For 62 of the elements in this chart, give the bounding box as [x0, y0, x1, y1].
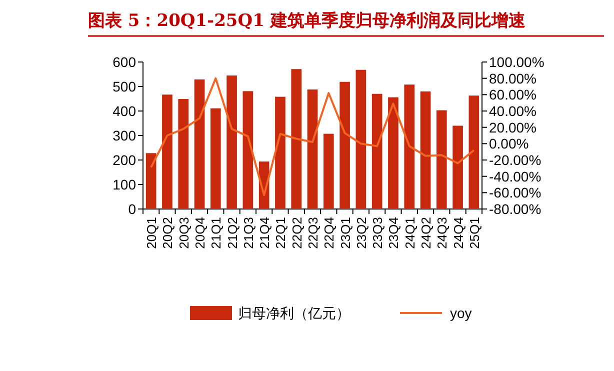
bar — [226, 75, 237, 209]
y-tick-label: 400 — [112, 103, 136, 119]
y2-tick-label: 20.00% — [489, 119, 536, 136]
y-tick-label: 0 — [128, 201, 136, 217]
y2-tick-label: -20.00% — [489, 152, 542, 168]
chart-title: 图表 5：20Q1-25Q1 建筑单季度归母净利润及同比增速 — [88, 11, 526, 31]
bar — [388, 97, 398, 209]
y-tick-label: 200 — [112, 152, 136, 168]
bar — [146, 153, 156, 209]
bar — [194, 79, 205, 209]
y-tick-label: 300 — [112, 128, 136, 144]
bar — [178, 98, 189, 209]
bar — [468, 96, 480, 209]
bar — [242, 91, 254, 209]
y2-tick-label: 40.00% — [489, 103, 536, 119]
x-tick-label: 25Q1 — [466, 217, 482, 249]
y-tick-label: 600 — [112, 54, 136, 70]
y2-tick-label: -40.00% — [489, 168, 542, 184]
line-series — [150, 77, 475, 196]
y-tick-label: 500 — [112, 78, 136, 94]
x-tick-label: 23Q1 — [338, 217, 353, 249]
x-tick-label: 24Q3 — [434, 217, 450, 249]
x-tick-label: 20Q2 — [160, 217, 176, 249]
bar — [452, 126, 463, 209]
bar — [420, 91, 431, 209]
y2-tick-label: 0.00% — [489, 136, 529, 152]
y2-tick-label: 100.00% — [489, 54, 544, 70]
x-tick-label: 23Q2 — [354, 217, 369, 249]
bar — [356, 70, 366, 209]
bar — [162, 94, 172, 209]
x-tick-label: 22Q1 — [273, 217, 288, 249]
x-tick-label: 24Q1 — [402, 217, 418, 249]
y2-tick-label: 80.00% — [489, 70, 536, 86]
x-tick-label: 23Q4 — [386, 217, 402, 249]
x-tick-label: 21Q3 — [240, 217, 256, 249]
bar — [307, 89, 318, 209]
x-tick-label: 20Q4 — [192, 217, 208, 249]
y2-tick-label: -60.00% — [489, 184, 542, 201]
x-tick-label: 20Q1 — [144, 217, 160, 249]
x-tick-label: 20Q3 — [176, 217, 192, 249]
x-tick-label: 23Q3 — [370, 217, 386, 249]
y2-tick-label: -80.00% — [489, 201, 542, 217]
y2-tick-label: 60.00% — [489, 86, 536, 103]
x-tick-label: 21Q4 — [257, 217, 272, 249]
x-tick-label: 24Q4 — [450, 217, 466, 249]
bar — [404, 84, 415, 209]
x-tick-label: 21Q2 — [224, 217, 240, 249]
bar — [210, 108, 221, 209]
bar — [275, 96, 286, 209]
x-tick-label: 22Q4 — [322, 217, 337, 249]
x-tick-label: 21Q1 — [208, 217, 224, 249]
bar — [323, 134, 334, 209]
bar — [372, 94, 382, 209]
x-tick-label: 22Q3 — [306, 217, 320, 249]
x-tick-label: 22Q2 — [289, 217, 304, 249]
y-tick-label: 100 — [112, 176, 136, 192]
bar — [340, 82, 350, 209]
legend-label: yoy — [450, 305, 472, 321]
legend-label: 归母净利（亿元） — [238, 305, 350, 321]
x-tick-label: 24Q2 — [418, 217, 434, 249]
bar — [436, 110, 447, 209]
bar — [291, 69, 302, 209]
